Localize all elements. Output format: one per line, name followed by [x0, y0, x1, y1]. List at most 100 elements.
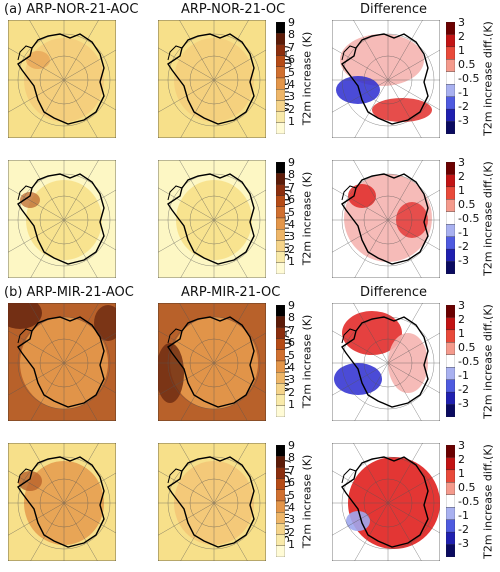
- diff-tick-label: 2: [458, 313, 465, 326]
- diff-tick-label: -2: [458, 523, 469, 536]
- diff-tick-label: 1: [458, 327, 465, 340]
- increase-tick-label: 4: [288, 361, 295, 374]
- diff-tick-label: 3: [458, 156, 465, 169]
- increase-tick-label: 3: [288, 230, 295, 244]
- diff-tick-label: 1: [458, 467, 465, 480]
- diff-tick-label: 3: [458, 299, 465, 312]
- diff-tick-label: 1: [458, 44, 465, 57]
- diff-tick-label: 1: [458, 184, 465, 197]
- diff-tick-label: -0.5: [458, 495, 480, 508]
- colorbar-increase-a-summer: [276, 162, 285, 274]
- diff-tick-label: -1: [458, 226, 469, 239]
- increase-tick-label: 5: [288, 348, 295, 362]
- increase-tick-label: 1: [288, 538, 295, 552]
- map-a-summer-oc: [158, 160, 266, 278]
- increase-tick-label: 4: [288, 218, 295, 231]
- colorbar-increase-b-summer: [276, 445, 285, 557]
- increase-tick-label: 5: [288, 488, 295, 502]
- colorbar-increase-b-winter: [276, 305, 285, 417]
- colorbar-label-a-summer: T2m increase (K): [300, 171, 314, 266]
- diff-tick-label: 0.5: [458, 198, 476, 211]
- colorbar-diff-a-summer: [446, 162, 455, 274]
- increase-tick-label: 7: [288, 40, 295, 54]
- panel-a-right-title: Difference: [360, 2, 428, 17]
- increase-tick-label: 3: [288, 513, 295, 527]
- increase-tick-label: 9: [288, 439, 295, 452]
- map-b-winter-oc: [158, 303, 266, 421]
- diff-tick-label: -1: [458, 86, 469, 99]
- increase-tick-label: 3: [288, 90, 295, 104]
- increase-tick-label: 5: [288, 205, 295, 219]
- diff-tick-label: 2: [458, 30, 465, 43]
- panel-a-mid-title: ARP-NOR-21-OC: [181, 2, 286, 17]
- increase-tick-label: 2: [288, 525, 295, 539]
- increase-tick-label: 8: [288, 451, 295, 465]
- increase-tick-label: 2: [288, 242, 295, 256]
- diff-tick-label: 0.5: [458, 341, 476, 354]
- diff-tick-label: -1: [458, 369, 469, 382]
- colorbar-diff-label-b-winter: T2m increase diff.(K): [481, 304, 495, 419]
- map-b-summer-diff: [332, 443, 440, 561]
- increase-tick-label: 6: [288, 53, 295, 67]
- colorbar-diff-label-a-summer: T2m increase diff.(K): [481, 161, 495, 276]
- colorbar-diff-label-a-winter: T2m increase diff.(K): [481, 21, 495, 136]
- increase-tick-label: 7: [288, 323, 295, 337]
- diff-tick-label: -0.5: [458, 72, 480, 85]
- map-b-winter-diff: [332, 303, 440, 421]
- increase-tick-label: 6: [288, 193, 295, 207]
- diff-tick-label: 3: [458, 16, 465, 29]
- panel-b-label: (b) ARP-MIR-21-AOC: [4, 285, 134, 300]
- diff-tick-label: 3: [458, 439, 465, 452]
- colorbar-diff-label-b-summer: T2m increase diff.(K): [481, 444, 495, 559]
- increase-tick-label: 9: [288, 299, 295, 312]
- increase-tick-label: 8: [288, 168, 295, 182]
- increase-tick-label: 7: [288, 180, 295, 194]
- increase-tick-label: 7: [288, 463, 295, 477]
- panel-b-right-title: Difference: [360, 285, 428, 300]
- map-a-winter-oc: [158, 20, 266, 138]
- increase-tick-label: 9: [288, 156, 295, 169]
- diff-tick-label: -0.5: [458, 212, 480, 225]
- map-b-summer-oc: [158, 443, 266, 561]
- increase-tick-label: 6: [288, 336, 295, 350]
- map-b-winter-aoc: [8, 303, 116, 421]
- diff-tick-label: 0.5: [458, 58, 476, 71]
- diff-tick-label: -3: [458, 397, 469, 410]
- increase-tick-label: 2: [288, 385, 295, 399]
- diff-tick-label: -3: [458, 254, 469, 267]
- colorbar-diff-b-winter: [446, 305, 455, 417]
- diff-tick-label: -2: [458, 100, 469, 113]
- diff-tick-label: -0.5: [458, 355, 480, 368]
- colorbar-diff-b-summer: [446, 445, 455, 557]
- increase-tick-label: 4: [288, 501, 295, 514]
- map-a-winter-diff: [332, 20, 440, 138]
- panel-a-label: (a) ARP-NOR-21-AOC: [4, 2, 139, 17]
- colorbar-diff-a-winter: [446, 22, 455, 134]
- increase-tick-label: 5: [288, 65, 295, 79]
- colorbar-label-a-winter: T2m increase (K): [300, 31, 314, 126]
- increase-tick-label: 3: [288, 373, 295, 387]
- increase-tick-label: 1: [288, 115, 295, 129]
- colorbar-label-b-summer: T2m increase (K): [300, 454, 314, 549]
- diff-tick-label: 2: [458, 170, 465, 183]
- increase-tick-label: 1: [288, 398, 295, 412]
- panel-b-mid-title: ARP-MIR-21-OC: [181, 285, 281, 300]
- colorbar-increase-a-winter: [276, 22, 285, 134]
- colorbar-label-b-winter: T2m increase (K): [300, 314, 314, 409]
- increase-tick-label: 4: [288, 78, 295, 91]
- increase-tick-label: 8: [288, 28, 295, 42]
- diff-tick-label: -1: [458, 509, 469, 522]
- increase-tick-label: 6: [288, 476, 295, 490]
- increase-tick-label: 9: [288, 16, 295, 29]
- diff-tick-label: 0.5: [458, 481, 476, 494]
- map-a-summer-diff: [332, 160, 440, 278]
- diff-tick-label: -3: [458, 537, 469, 550]
- increase-tick-label: 2: [288, 102, 295, 116]
- increase-tick-label: 1: [288, 255, 295, 269]
- diff-tick-label: -3: [458, 114, 469, 127]
- map-b-summer-aoc: [8, 443, 116, 561]
- diff-tick-label: -2: [458, 383, 469, 396]
- increase-tick-label: 8: [288, 311, 295, 325]
- map-a-winter-aoc: [8, 20, 116, 138]
